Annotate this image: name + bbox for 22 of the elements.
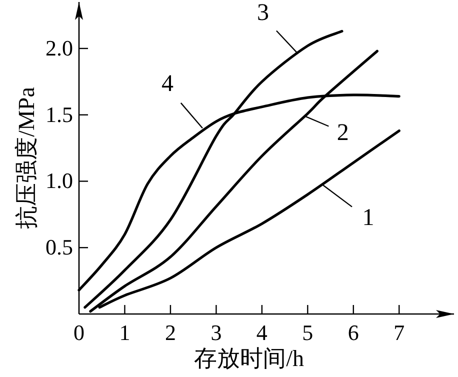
x-tick-label: 1: [119, 320, 130, 345]
y-axis-title: 抗压强度/MPa: [14, 87, 39, 229]
annotation: 3: [257, 0, 298, 54]
annotation: 4: [161, 71, 203, 129]
annotation: 1: [362, 205, 374, 232]
x-tick-label: 5: [302, 320, 314, 345]
x-tick-label: 2: [164, 320, 176, 345]
x-axis-title: 存放时间/h: [194, 346, 304, 371]
x-tick-label: 4: [256, 320, 268, 345]
y-tick-label: 2.0: [46, 35, 73, 60]
y-tick-label: 1.5: [46, 102, 73, 127]
x-tick-label: 0: [74, 320, 84, 345]
annotation: 2: [304, 116, 349, 146]
annotation: 3: [257, 0, 270, 26]
y-tick-label: 0.5: [46, 234, 73, 260]
x-tick-label: 3: [210, 320, 222, 345]
x-tick-label: 6: [348, 320, 359, 345]
y-tick-label: 1.0: [46, 168, 73, 194]
x-tick-label: 7: [394, 320, 405, 345]
annotation: 4: [161, 71, 174, 98]
annotation: 2: [336, 120, 349, 146]
annotation: 1: [322, 184, 374, 232]
